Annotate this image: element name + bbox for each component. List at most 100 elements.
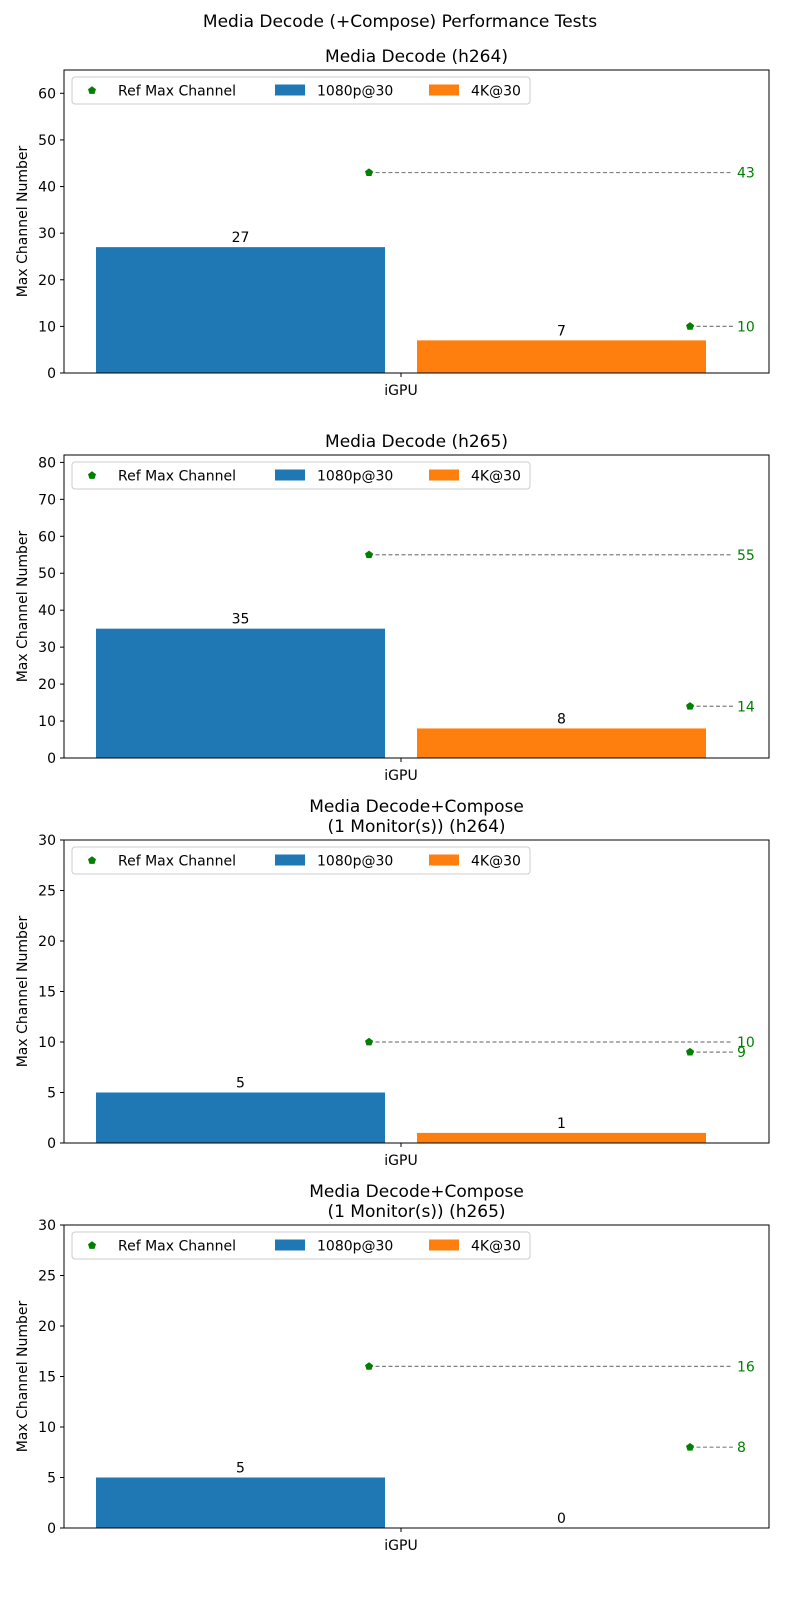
y-tick-label: 10 [38,319,56,335]
y-axis-label: Max Channel Number [15,145,31,297]
y-tick-label: 30 [38,1218,56,1234]
chart-panel-2: Media Decode (h265) 35 8 55 14 0 10 20 30 40 50 60 7… [15,432,770,784]
y-tick-label: 20 [38,273,56,289]
legend-patch-4k [429,84,459,96]
chart-title-line: Media Decode+Compose [309,797,524,817]
bar-0-1080p@30 [96,628,385,758]
y-axis-label: Max Channel Number [15,1300,31,1452]
y-tick-label: 5 [47,1471,56,1487]
y-tick-label: 60 [38,529,56,545]
chart-title-line: (1 Monitor(s)) (h265) [327,1202,505,1222]
y-tick-label: 25 [38,1269,56,1285]
y-tick-label: 30 [38,226,56,242]
y-tick-label: 40 [38,180,56,196]
y-tick-label: 60 [38,86,56,102]
legend-label: 1080p@30 [317,469,393,485]
legend-ref-marker [88,1241,96,1249]
bar-0-1080p@30 [96,1092,385,1143]
ref-marker [365,1362,373,1370]
bar-1-4K@30 [417,728,706,758]
y-tick-label: 10 [38,714,56,730]
x-tick-label: iGPU [384,1538,417,1554]
axes-frame [63,69,770,374]
ref-value-label: 55 [737,548,755,564]
legend-label: 4K@30 [471,469,521,485]
bar-1-4K@30 [417,1132,706,1143]
y-tick-label: 0 [47,1521,56,1537]
legend-patch-1080 [275,84,305,96]
legend-patch-4k [429,854,459,866]
bar-value-label: 27 [232,230,250,246]
y-tick-label: 50 [38,133,56,149]
legend-patch-4k [429,1239,459,1251]
ref-value-label: 8 [737,1440,746,1456]
ref-marker [365,550,373,559]
ref-marker [686,702,694,710]
legend-label: Ref Max Channel [118,854,236,870]
chart-title-line: Media Decode (h264) [325,47,508,67]
y-tick-label: 15 [38,1370,56,1386]
legend-label: 4K@30 [471,854,521,870]
legend-label: 1080p@30 [317,84,393,100]
bar-value-label: 0 [557,1511,566,1527]
ref-value-label: 10 [737,319,755,335]
y-tick-label: 50 [38,566,56,582]
x-tick-label: iGPU [384,768,417,784]
bar-value-label: 8 [557,711,566,727]
bar-0-1080p@30 [96,1477,385,1528]
chart-panel-1: Media Decode (h264) 27 7 43 10 0 10 20 30 40 50 60 i… [15,47,770,399]
chart-title-line: (1 Monitor(s)) (h264) [327,817,505,837]
chart-title-line: Media Decode+Compose [309,1182,524,1202]
legend-patch-1080 [275,1239,305,1251]
legend-patch-1080 [275,854,305,866]
legend-label: Ref Max Channel [118,84,236,100]
legend-patch-4k [429,469,459,481]
chart-title-line: Media Decode (h265) [325,432,508,452]
x-tick-label: iGPU [384,383,417,399]
legend-ref-marker [88,471,96,479]
y-tick-label: 0 [47,1136,56,1152]
ref-value-label: 14 [737,699,755,715]
y-tick-label: 15 [38,985,56,1001]
y-axis-label: Max Channel Number [15,915,31,1067]
bar-value-label: 5 [236,1461,245,1477]
y-tick-label: 20 [38,934,56,950]
ref-value-label: 43 [737,166,755,182]
bar-value-label: 35 [232,612,250,628]
y-tick-label: 5 [47,1086,56,1102]
x-tick-label: iGPU [384,1153,417,1169]
bar-value-label: 5 [236,1076,245,1092]
bar-0-1080p@30 [96,247,385,373]
axes-frame [63,454,770,759]
y-tick-label: 30 [38,833,56,849]
bar-value-label: 1 [557,1116,566,1132]
bar-value-label: 7 [557,323,566,339]
y-tick-label: 30 [38,640,56,656]
legend-label: 1080p@30 [317,1239,393,1255]
legend-patch-1080 [275,469,305,481]
legend-label: 4K@30 [471,84,521,100]
bar-1-4K@30 [417,340,706,373]
legend-ref-marker [88,856,96,864]
ref-value-label: 10 [737,1035,755,1051]
y-tick-label: 20 [38,1319,56,1335]
y-tick-label: 20 [38,677,56,693]
figure-suptitle: Media Decode (+Compose) Performance Test… [202,12,598,32]
chart-panel-3: Media Decode+Compose(1 Monitor(s)) (h264… [15,797,770,1169]
y-tick-label: 80 [38,455,56,471]
legend-ref-marker [88,86,96,94]
ref-marker [686,1047,694,1056]
ref-value-label: 16 [737,1359,755,1375]
ref-marker [686,322,694,330]
y-tick-label: 10 [38,1035,56,1051]
ref-value-label: 9 [737,1045,746,1061]
chart-panel-4: Media Decode+Compose(1 Monitor(s)) (h265… [15,1182,770,1554]
legend-label: 1080p@30 [317,854,393,870]
y-axis-label: Max Channel Number [15,530,31,682]
y-tick-label: 0 [47,751,56,767]
legend-label: 4K@30 [471,1239,521,1255]
legend-label: Ref Max Channel [118,469,236,485]
y-tick-label: 0 [47,366,56,382]
